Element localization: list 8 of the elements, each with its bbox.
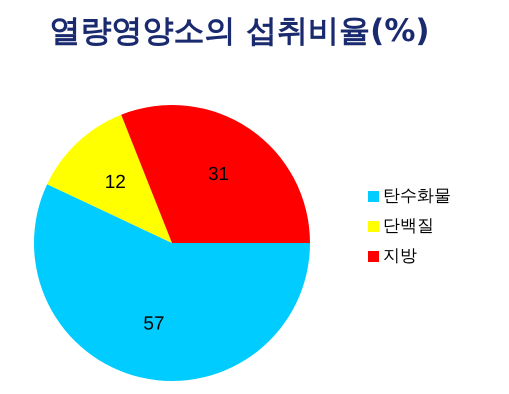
pie-slice	[47, 114, 172, 243]
legend-label: 단백질	[383, 216, 434, 235]
data-label: 57	[143, 313, 165, 334]
legend-label: 지방	[383, 246, 417, 265]
data-label: 31	[208, 164, 230, 186]
legend-label: 탄수화물	[383, 186, 451, 205]
chart-title: 열량영양소의 섭취비율(%)	[48, 12, 431, 51]
data-label: 12	[104, 172, 126, 194]
